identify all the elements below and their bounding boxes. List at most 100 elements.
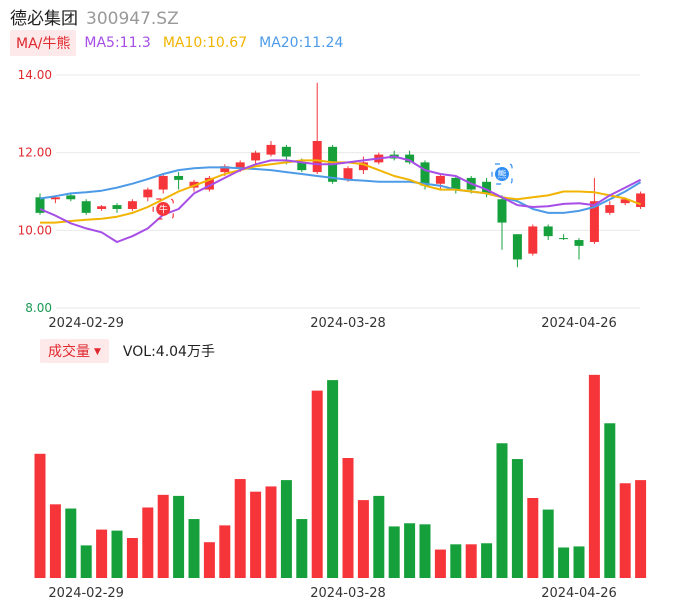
price-x-tick-label: 2024-03-28: [310, 316, 386, 331]
volume-bar: [542, 509, 554, 578]
stock-code: 300947.SZ: [86, 9, 179, 29]
stock-name: 德必集团: [10, 9, 78, 29]
candle: [497, 195, 507, 250]
volume-bar: [434, 549, 446, 578]
volume-bar: [373, 495, 385, 578]
ma5-value: MA5:11.3: [84, 35, 151, 51]
volume-bar: [142, 507, 154, 578]
volume-bar: [357, 500, 369, 578]
candle-body: [297, 162, 307, 171]
candle-body: [589, 201, 599, 242]
candle-body: [574, 240, 584, 246]
marker-dot: [156, 201, 171, 216]
volume-bar: [296, 519, 308, 578]
volume-bar: [188, 519, 200, 578]
ma20-line: [39, 166, 642, 214]
candle: [405, 150, 415, 165]
volume-bar: [311, 390, 323, 578]
candle-body: [435, 175, 445, 184]
volume-bar: [450, 544, 462, 578]
candle-body: [127, 201, 137, 209]
candle: [174, 172, 184, 190]
ma-indicator-selector[interactable]: MA/牛熊: [10, 30, 77, 56]
volume-x-tick-label: 2024-04-26: [541, 586, 617, 601]
volume-bar: [65, 508, 77, 578]
bull-marker-icon: 牛: [152, 198, 174, 220]
volume-bar: [558, 547, 570, 578]
volume-bar: [635, 480, 647, 578]
candle: [528, 224, 538, 256]
ma10-value: MA10:10.67: [162, 35, 248, 51]
candle-body: [81, 201, 91, 213]
candle: [605, 201, 615, 215]
marker-frame: [152, 198, 174, 220]
candle-body: [97, 206, 107, 209]
candle-body: [251, 152, 261, 161]
ma-legend: MA/牛熊 MA5:11.3 MA10:10.67 MA20:11.24: [10, 30, 355, 56]
candle-body: [143, 189, 153, 198]
candle-body: [620, 199, 630, 204]
candle-body: [204, 177, 214, 190]
price-tick-label: 14.00: [18, 68, 52, 82]
candle-body: [112, 205, 122, 209]
volume-bar: [481, 543, 493, 578]
candle-body: [497, 199, 507, 223]
volume-bar: [250, 491, 262, 578]
volume-bar: [527, 498, 539, 578]
volume-bar: [280, 480, 292, 578]
candle-body: [50, 197, 60, 200]
volume-bar: [265, 486, 277, 578]
price-x-tick-label: 2024-02-29: [48, 316, 124, 331]
candle: [112, 203, 122, 213]
candle: [574, 238, 584, 260]
candle-body: [512, 234, 522, 260]
volume-bar: [342, 458, 354, 578]
candle: [589, 177, 599, 244]
volume-bar: [388, 526, 400, 578]
volume-bar: [327, 380, 339, 578]
price-tick-label: 8.00: [25, 301, 52, 315]
volume-bar: [111, 530, 123, 578]
volume-legend: 成交量 ▼ VOL:4.04万手: [40, 339, 215, 363]
volume-bar: [619, 483, 631, 578]
volume-bar: [404, 523, 416, 578]
volume-value: VOL:4.04万手: [122, 344, 215, 360]
price-x-tick-label: 2024-04-26: [541, 316, 617, 331]
candle-body: [405, 154, 415, 163]
candle: [127, 199, 137, 211]
candle-body: [636, 193, 646, 208]
candle: [97, 205, 107, 211]
volume-bar: [219, 525, 231, 578]
marker-frame: [491, 163, 513, 185]
candle: [512, 234, 522, 268]
volume-bar: [203, 542, 215, 578]
candle-body: [420, 162, 430, 186]
volume-bar: [588, 374, 600, 578]
candle: [543, 224, 553, 241]
ma20-value: MA20:11.24: [259, 35, 344, 51]
candle-body: [220, 166, 230, 173]
volume-bar: [496, 443, 508, 578]
volume-bar: [511, 459, 523, 578]
candle: [266, 141, 276, 157]
candle: [35, 193, 45, 215]
candle-body: [35, 197, 45, 213]
candle: [158, 174, 168, 194]
candle: [435, 174, 445, 190]
candle-body: [174, 175, 184, 180]
candle-body: [312, 141, 322, 173]
volume-bar: [604, 423, 616, 578]
volume-bar: [173, 495, 185, 578]
candle-body: [281, 146, 291, 157]
volume-bar: [157, 494, 169, 578]
candle: [312, 82, 322, 175]
candle-body: [235, 162, 245, 169]
volume-indicator-selector[interactable]: 成交量 ▼: [40, 339, 109, 363]
candle-body: [358, 162, 368, 171]
volume-bar: [126, 538, 138, 578]
volume-x-tick-label: 2024-02-29: [48, 586, 124, 601]
volume-indicator-label: 成交量: [48, 344, 90, 360]
volume-x-tick-label: 2024-03-28: [310, 586, 386, 601]
marker-dot: [495, 167, 509, 182]
candle-body: [482, 181, 492, 194]
